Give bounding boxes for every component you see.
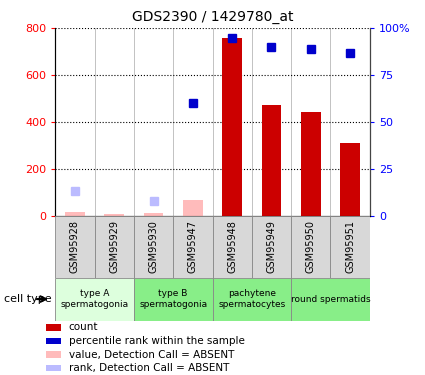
Bar: [301, 112, 320, 216]
Text: GSM95951: GSM95951: [345, 220, 355, 273]
Text: GSM95949: GSM95949: [266, 220, 277, 273]
Bar: [144, 213, 163, 216]
Bar: [134, 278, 212, 321]
Bar: [222, 38, 242, 216]
Text: GSM95948: GSM95948: [227, 220, 237, 273]
Text: cell type: cell type: [4, 294, 52, 304]
Bar: [46, 338, 61, 344]
Text: count: count: [69, 322, 98, 332]
Bar: [55, 278, 134, 321]
Bar: [105, 214, 124, 216]
Bar: [173, 216, 212, 278]
Text: GSM95950: GSM95950: [306, 220, 316, 273]
Bar: [134, 216, 173, 278]
Bar: [291, 278, 370, 321]
Text: GSM95928: GSM95928: [70, 220, 80, 273]
Bar: [331, 216, 370, 278]
Title: GDS2390 / 1429780_at: GDS2390 / 1429780_at: [132, 10, 293, 24]
Bar: [46, 324, 61, 331]
Bar: [55, 216, 94, 278]
Text: round spermatids: round spermatids: [291, 295, 370, 304]
Text: GSM95929: GSM95929: [109, 220, 119, 273]
Text: value, Detection Call = ABSENT: value, Detection Call = ABSENT: [69, 350, 234, 360]
Text: GSM95930: GSM95930: [148, 220, 159, 273]
Text: GSM95947: GSM95947: [188, 220, 198, 273]
Bar: [46, 365, 61, 372]
Bar: [262, 105, 281, 216]
Bar: [291, 216, 331, 278]
Text: rank, Detection Call = ABSENT: rank, Detection Call = ABSENT: [69, 363, 229, 373]
Bar: [252, 216, 291, 278]
Bar: [183, 200, 203, 216]
Text: type A
spermatogonia: type A spermatogonia: [60, 290, 129, 309]
Bar: [46, 351, 61, 358]
Bar: [65, 212, 85, 216]
Text: percentile rank within the sample: percentile rank within the sample: [69, 336, 244, 346]
Text: pachytene
spermatocytes: pachytene spermatocytes: [218, 290, 286, 309]
Bar: [212, 278, 291, 321]
Text: type B
spermatogonia: type B spermatogonia: [139, 290, 207, 309]
Bar: [212, 216, 252, 278]
Bar: [94, 216, 134, 278]
Bar: [340, 143, 360, 216]
